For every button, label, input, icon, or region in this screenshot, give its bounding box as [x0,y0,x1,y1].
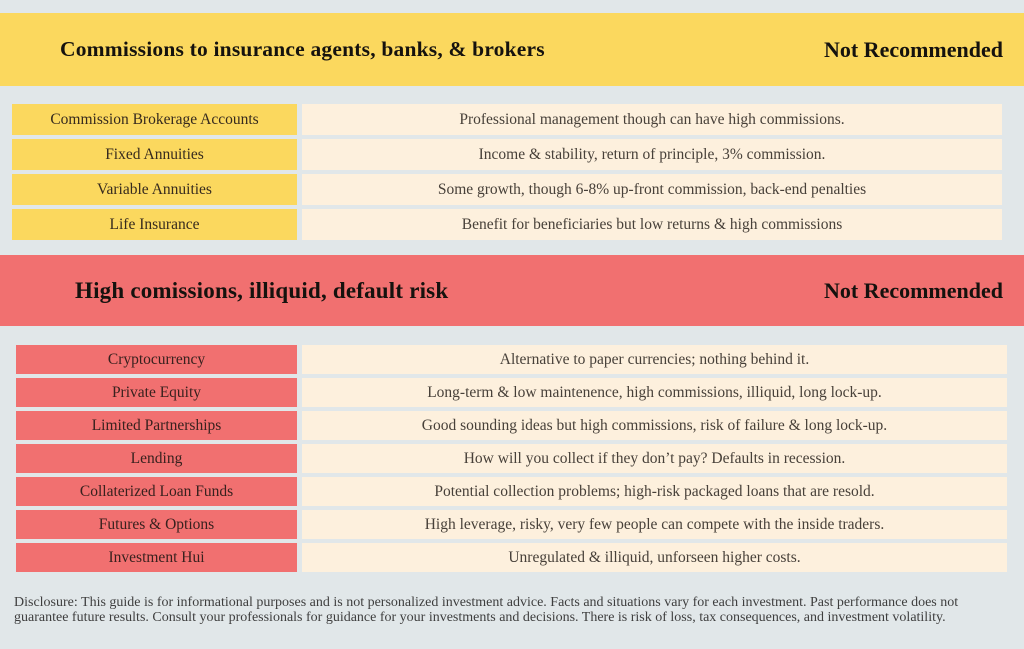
row-label-cell: Limited Partnerships [16,411,297,440]
row-description-cell: Good sounding ideas but high commissions… [302,411,1007,440]
table-row: Life Insurance Benefit for beneficiaries… [0,209,1024,240]
row-label-cell: Variable Annuities [12,174,297,205]
row-label-cell: Cryptocurrency [16,345,297,374]
row-label-cell: Private Equity [16,378,297,407]
section-title: High comissions, illiquid, default risk [75,277,449,303]
row-label-cell: Collaterized Loan Funds [16,477,297,506]
table-row: Futures & Options High leverage, risky, … [0,510,1024,539]
row-description-cell: Unregulated & illiquid, unforseen higher… [302,543,1007,572]
row-label-cell: Commission Brokerage Accounts [12,104,297,135]
row-description-cell: Alternative to paper currencies; nothing… [302,345,1007,374]
table-row: Commission Brokerage Accounts Profession… [0,104,1024,135]
row-label-cell: Fixed Annuities [12,139,297,170]
table-row: Fixed Annuities Income & stability, retu… [0,139,1024,170]
table-row: Collaterized Loan Funds Potential collec… [0,477,1024,506]
not-recommended-badge: Not Recommended [823,277,1003,303]
table-row: Limited Partnerships Good sounding ideas… [0,411,1024,440]
row-description-cell: Professional management though can have … [302,104,1002,135]
row-description-cell: Long-term & low maintenence, high commis… [302,378,1007,407]
row-description-cell: Benefit for beneficiaries but low return… [302,209,1002,240]
high-risk-table: Cryptocurrency Alternative to paper curr… [0,345,1024,572]
table-row: Private Equity Long-term & low maintenen… [0,378,1024,407]
section-header-high-commissions: High comissions, illiquid, default risk … [0,255,1024,326]
row-description-cell: How will you collect if they don’t pay? … [302,444,1007,473]
section-title: Commissions to insurance agents, banks, … [60,37,545,61]
section-header-commissions: Commissions to insurance agents, banks, … [0,13,1024,86]
row-label-cell: Futures & Options [16,510,297,539]
row-description-cell: High leverage, risky, very few people ca… [302,510,1007,539]
commissions-table: Commission Brokerage Accounts Profession… [0,104,1024,240]
table-row: Cryptocurrency Alternative to paper curr… [0,345,1024,374]
table-row: Lending How will you collect if they don… [0,444,1024,473]
table-row: Variable Annuities Some growth, though 6… [0,174,1024,205]
row-description-cell: Some growth, though 6-8% up-front commis… [302,174,1002,205]
row-description-cell: Potential collection problems; high-risk… [302,477,1007,506]
row-description-cell: Income & stability, return of principle,… [302,139,1002,170]
row-label-cell: Investment Hui [16,543,297,572]
row-label-cell: Lending [16,444,297,473]
not-recommended-badge: Not Recommended [823,36,1003,62]
disclosure-text: Disclosure: This guide is for informatio… [14,595,959,625]
table-row: Investment Hui Unregulated & illiquid, u… [0,543,1024,572]
row-label-cell: Life Insurance [12,209,297,240]
